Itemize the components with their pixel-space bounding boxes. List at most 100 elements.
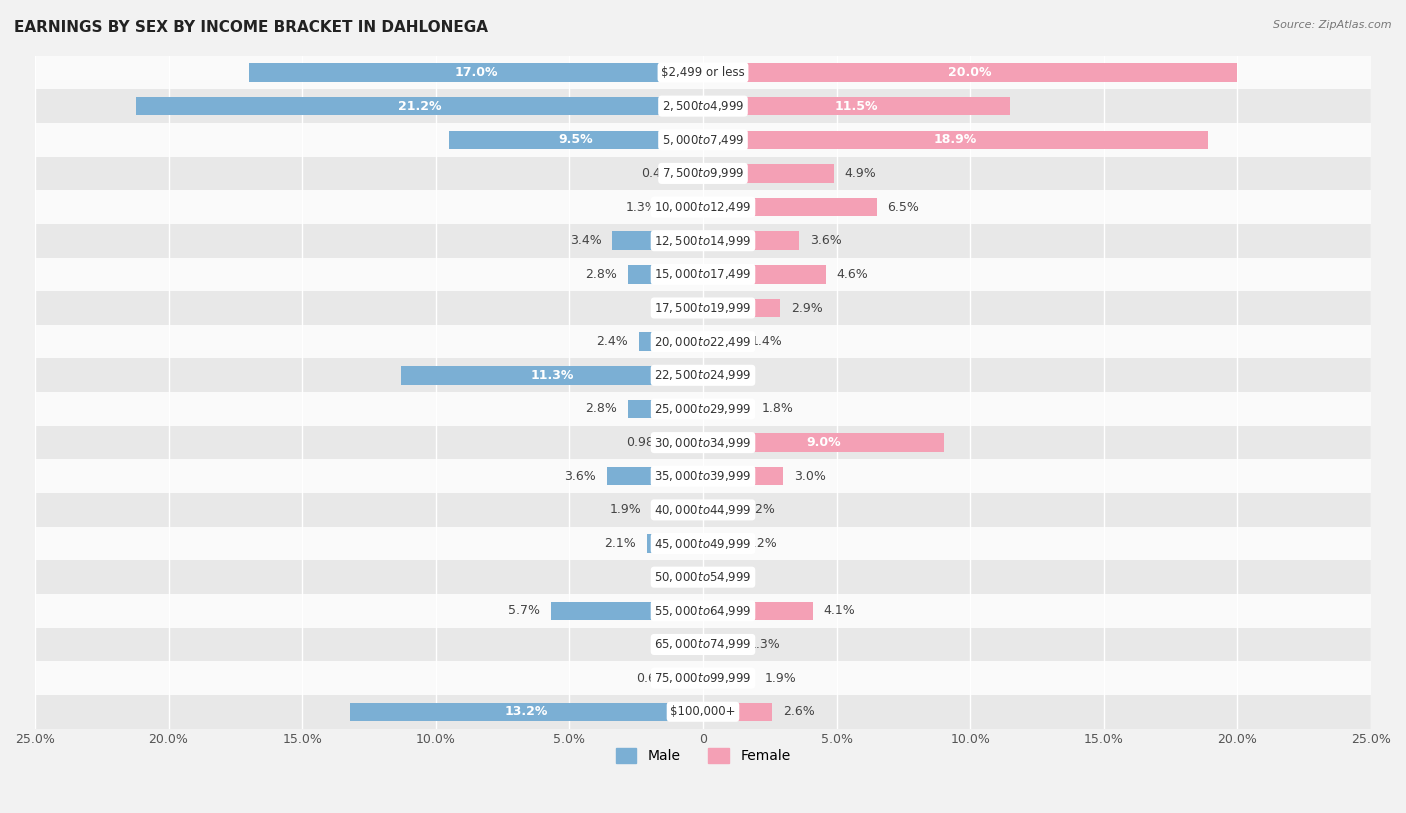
Text: 1.8%: 1.8% [762,402,793,415]
Text: $45,000 to $49,999: $45,000 to $49,999 [654,537,752,550]
Text: $10,000 to $12,499: $10,000 to $12,499 [654,200,752,214]
Text: 21.2%: 21.2% [398,100,441,113]
Text: 9.5%: 9.5% [558,133,593,146]
Text: 0.0%: 0.0% [714,369,745,382]
Text: 13.2%: 13.2% [505,706,548,718]
Text: $25,000 to $29,999: $25,000 to $29,999 [654,402,752,416]
Text: 2.8%: 2.8% [586,402,617,415]
Bar [638,333,703,351]
Text: 4.9%: 4.9% [845,167,876,180]
Text: $65,000 to $74,999: $65,000 to $74,999 [654,637,752,651]
Text: $35,000 to $39,999: $35,000 to $39,999 [654,469,752,483]
Bar [35,123,1371,157]
Bar [35,359,1371,392]
Bar [607,467,703,485]
Text: 4.6%: 4.6% [837,267,869,280]
Text: 1.3%: 1.3% [748,638,780,651]
Text: 0.0%: 0.0% [661,302,692,315]
Bar [703,467,783,485]
Text: 2.1%: 2.1% [605,537,636,550]
Bar [703,702,772,721]
Text: 2.8%: 2.8% [586,267,617,280]
Text: 0.0%: 0.0% [714,571,745,584]
Bar [703,602,813,620]
Text: 6.5%: 6.5% [887,201,920,214]
Bar [647,534,703,553]
Text: 0.41%: 0.41% [641,167,682,180]
Bar [35,459,1371,493]
Bar [703,635,738,654]
Text: $100,000+: $100,000+ [671,706,735,718]
Text: 18.9%: 18.9% [934,133,977,146]
Bar [703,400,751,418]
Text: 0.62%: 0.62% [636,672,676,685]
Text: 2.6%: 2.6% [783,706,815,718]
Bar [35,426,1371,459]
Text: 3.6%: 3.6% [564,470,596,483]
Text: $2,500 to $4,999: $2,500 to $4,999 [662,99,744,113]
Bar [703,97,1011,115]
Bar [35,695,1371,728]
Bar [703,63,1237,82]
Bar [652,501,703,520]
Bar [628,400,703,418]
Text: 1.9%: 1.9% [765,672,796,685]
Text: $30,000 to $34,999: $30,000 to $34,999 [654,436,752,450]
Bar [676,433,703,452]
Bar [449,131,703,149]
Text: 9.0%: 9.0% [806,436,841,449]
Text: Source: ZipAtlas.com: Source: ZipAtlas.com [1274,20,1392,30]
Text: 0.82%: 0.82% [735,503,776,516]
Text: $40,000 to $44,999: $40,000 to $44,999 [654,503,752,517]
Text: 0.98%: 0.98% [626,436,666,449]
Bar [703,232,799,250]
Bar [612,232,703,250]
Text: $7,500 to $9,999: $7,500 to $9,999 [662,167,744,180]
Bar [35,527,1371,560]
Bar [703,164,834,183]
Bar [35,224,1371,258]
Text: $12,500 to $14,999: $12,500 to $14,999 [654,233,752,248]
Bar [35,560,1371,594]
Bar [628,265,703,284]
Text: $22,500 to $24,999: $22,500 to $24,999 [654,368,752,382]
Text: 17.0%: 17.0% [454,66,498,79]
Bar [136,97,703,115]
Text: $75,000 to $99,999: $75,000 to $99,999 [654,672,752,685]
Text: 1.3%: 1.3% [626,201,658,214]
Text: 2.4%: 2.4% [596,335,628,348]
Text: $15,000 to $17,499: $15,000 to $17,499 [654,267,752,281]
Bar [703,534,735,553]
Bar [551,602,703,620]
Bar [35,392,1371,426]
Text: $5,000 to $7,499: $5,000 to $7,499 [662,133,744,147]
Text: 11.5%: 11.5% [835,100,879,113]
Bar [35,291,1371,325]
Text: $20,000 to $22,499: $20,000 to $22,499 [654,335,752,349]
Text: 1.4%: 1.4% [751,335,783,348]
Text: 11.3%: 11.3% [530,369,574,382]
Bar [668,198,703,216]
Text: $17,500 to $19,999: $17,500 to $19,999 [654,301,752,315]
Bar [703,198,877,216]
Bar [35,493,1371,527]
Bar [703,333,741,351]
Text: 5.7%: 5.7% [508,604,540,617]
Text: 3.0%: 3.0% [794,470,825,483]
Bar [35,157,1371,190]
Bar [350,702,703,721]
Text: $50,000 to $54,999: $50,000 to $54,999 [654,570,752,585]
Bar [692,164,703,183]
Bar [703,298,780,317]
Text: $2,499 or less: $2,499 or less [661,66,745,79]
Bar [35,325,1371,359]
Bar [703,131,1208,149]
Bar [35,594,1371,628]
Bar [35,628,1371,661]
Bar [686,669,703,687]
Bar [703,669,754,687]
Text: 0.0%: 0.0% [661,638,692,651]
Text: 0.0%: 0.0% [661,571,692,584]
Bar [35,661,1371,695]
Text: $55,000 to $64,999: $55,000 to $64,999 [654,604,752,618]
